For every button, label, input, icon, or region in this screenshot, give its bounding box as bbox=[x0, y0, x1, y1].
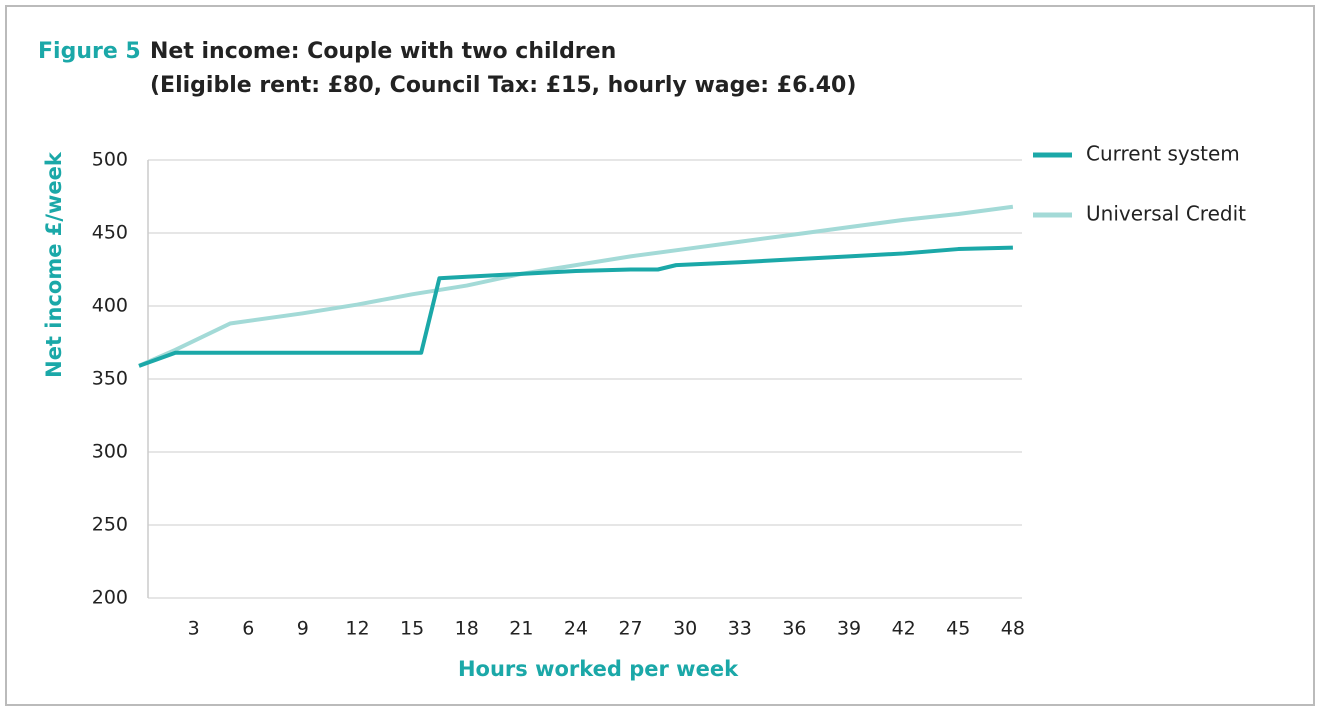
y-tick-label: 200 bbox=[92, 587, 128, 609]
series-line bbox=[138, 245, 1013, 368]
x-tick-label: 21 bbox=[509, 618, 533, 640]
figure-label: Figure 5 bbox=[38, 39, 141, 64]
x-tick-label: 12 bbox=[345, 618, 369, 640]
series-line bbox=[138, 204, 1014, 368]
x-tick-label: 3 bbox=[188, 618, 200, 640]
x-tick-label: 36 bbox=[782, 618, 806, 640]
x-tick-label: 24 bbox=[564, 618, 588, 640]
x-tick-label: 18 bbox=[455, 618, 479, 640]
x-tick-label: 30 bbox=[673, 618, 697, 640]
y-axis-label: Net income £/week bbox=[42, 151, 66, 378]
chart-subtitle: (Eligible rent: £80, Council Tax: £15, h… bbox=[150, 73, 856, 98]
y-tick-label: 500 bbox=[92, 149, 128, 171]
chart-title: Net income: Couple with two children bbox=[150, 39, 616, 64]
x-tick-label: 39 bbox=[837, 618, 861, 640]
x-tick-label: 6 bbox=[242, 618, 254, 640]
y-tick-label: 250 bbox=[92, 514, 128, 536]
legend-label: Current system bbox=[1086, 142, 1240, 166]
frame bbox=[5, 5, 1315, 706]
legend-label: Universal Credit bbox=[1086, 202, 1246, 226]
y-tick-label: 450 bbox=[92, 222, 128, 244]
y-tick-label: 300 bbox=[92, 441, 128, 463]
x-tick-label: 42 bbox=[892, 618, 916, 640]
x-tick-label: 33 bbox=[728, 618, 752, 640]
x-tick-label: 9 bbox=[297, 618, 309, 640]
x-axis-label: Hours worked per week bbox=[458, 657, 739, 681]
y-tick-label: 400 bbox=[92, 295, 128, 317]
x-tick-label: 15 bbox=[400, 618, 424, 640]
y-tick-label: 350 bbox=[92, 368, 128, 390]
x-tick-label: 48 bbox=[1001, 618, 1025, 640]
x-tick-label: 45 bbox=[946, 618, 970, 640]
x-tick-label: 27 bbox=[618, 618, 642, 640]
